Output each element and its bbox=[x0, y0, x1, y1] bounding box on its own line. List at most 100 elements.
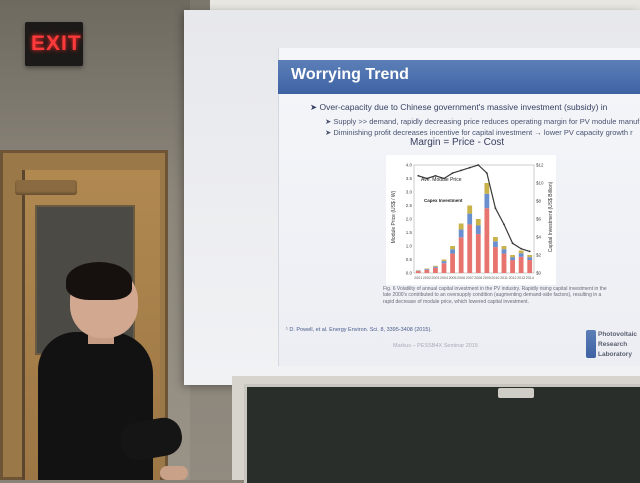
x-tick-label: 2012 bbox=[509, 276, 517, 280]
investment-bar-segment bbox=[476, 225, 481, 234]
y-right-tick-label: $2 bbox=[536, 253, 542, 258]
x-tick-label: 2005 bbox=[449, 276, 457, 280]
investment-bar bbox=[442, 263, 447, 273]
price-point bbox=[503, 224, 505, 226]
y-left-tick-label: 4.0 bbox=[406, 163, 413, 168]
y-right-tick-label: $10 bbox=[536, 181, 544, 186]
y-right-tick-label: $8 bbox=[536, 199, 542, 204]
right-axis-label: Capital Investment (US$ Billion) bbox=[548, 181, 554, 252]
y-left-tick-label: 0.5 bbox=[406, 257, 413, 262]
investment-bar bbox=[519, 257, 524, 273]
presenter-hair bbox=[66, 262, 132, 300]
investment-bar bbox=[476, 234, 481, 273]
margin-equation: Margin = Price - Cost bbox=[410, 137, 504, 148]
investment-bar bbox=[433, 268, 438, 273]
x-tick-label: 2002 bbox=[423, 276, 431, 280]
investment-bar-segment bbox=[493, 241, 498, 247]
legend-title: Capex Investment bbox=[424, 198, 463, 203]
investment-bar-segment bbox=[450, 246, 455, 249]
investment-bar bbox=[510, 260, 515, 273]
investment-bar bbox=[450, 254, 455, 273]
y-left-tick-label: 2.5 bbox=[406, 203, 413, 208]
investment-bar bbox=[416, 271, 421, 273]
price-point bbox=[417, 175, 419, 177]
x-tick-label: 2013 bbox=[517, 276, 525, 280]
investment-bar bbox=[459, 237, 464, 273]
slide-title: Worrying Trend bbox=[291, 66, 409, 84]
investment-bar-segment bbox=[467, 214, 472, 225]
price-point bbox=[529, 251, 531, 253]
y-right-tick-label: $12 bbox=[536, 163, 544, 168]
price-point bbox=[469, 167, 471, 169]
investment-bar bbox=[424, 270, 429, 273]
lab-name-line: Photovoltaic bbox=[598, 330, 637, 340]
lab-name-line: Laboratory bbox=[598, 350, 637, 360]
x-tick-label: 2006 bbox=[457, 276, 465, 280]
exit-sign-label: EXIT bbox=[31, 31, 79, 57]
x-tick-label: 2014 bbox=[526, 276, 534, 280]
y-left-tick-label: 1.0 bbox=[406, 244, 413, 249]
x-tick-label: 2004 bbox=[440, 276, 448, 280]
investment-bar-segment bbox=[433, 267, 438, 268]
investment-bar-segment bbox=[442, 260, 447, 262]
investment-bar-segment bbox=[476, 219, 481, 225]
price-line-label: Ave. Module Price bbox=[421, 177, 462, 183]
figure-caption: Fig. 6 Volatility of annual capital inve… bbox=[383, 286, 613, 305]
y-left-tick-label: 2.0 bbox=[406, 217, 413, 222]
slide-reference: ¹ D. Powell, et al. Energy Environ. Sci.… bbox=[286, 327, 486, 333]
price-point bbox=[477, 164, 479, 166]
investment-bar-segment bbox=[442, 261, 447, 263]
investment-bar-segment bbox=[510, 255, 515, 257]
left-axis-label: Module Price (US$ / W) bbox=[391, 190, 397, 243]
investment-bar-segment bbox=[502, 249, 507, 253]
y-right-tick-label: $6 bbox=[536, 217, 542, 222]
chalkboard-clip bbox=[498, 388, 534, 398]
investment-bar-segment bbox=[484, 183, 489, 194]
x-tick-label: 2001 bbox=[414, 276, 422, 280]
x-tick-label: 2007 bbox=[466, 276, 474, 280]
investment-bar-segment bbox=[459, 224, 464, 230]
price-point bbox=[486, 172, 488, 174]
investment-bar-segment bbox=[424, 269, 429, 270]
investment-bar-segment bbox=[433, 266, 438, 267]
x-tick-label: 2011 bbox=[500, 276, 508, 280]
presenter-hand bbox=[160, 466, 188, 480]
price-point bbox=[452, 172, 454, 174]
slide-bullet-sub: ➤ Diminishing profit decreases incentive… bbox=[325, 128, 640, 137]
y-left-tick-label: 3.0 bbox=[406, 190, 413, 195]
investment-bar-segment bbox=[493, 237, 498, 241]
lab-name-line: Research bbox=[598, 340, 637, 350]
slide-chart: 4.03.53.02.52.01.51.00.50.0$12$10$8$6$4$… bbox=[386, 155, 556, 285]
price-point bbox=[520, 248, 522, 250]
y-left-tick-label: 3.5 bbox=[406, 176, 413, 181]
y-left-tick-label: 1.5 bbox=[406, 230, 413, 235]
slide-bullet-sub: ➤ Supply >> demand, rapidly decreasing p… bbox=[325, 117, 640, 126]
x-tick-label: 2009 bbox=[483, 276, 491, 280]
price-point bbox=[495, 207, 497, 209]
investment-bar-segment bbox=[467, 206, 472, 214]
investment-bar-segment bbox=[502, 246, 507, 249]
y-right-tick-label: $0 bbox=[536, 271, 542, 276]
door-closer bbox=[15, 180, 77, 195]
investment-bar-segment bbox=[450, 249, 455, 253]
investment-bar-segment bbox=[519, 253, 524, 257]
slide-bullet-main: ➤ Over-capacity due to Chinese governmen… bbox=[310, 102, 640, 113]
y-left-tick-label: 0.0 bbox=[406, 271, 413, 276]
lab-logo bbox=[586, 330, 596, 358]
x-tick-label: 2008 bbox=[474, 276, 482, 280]
investment-bar-segment bbox=[459, 229, 464, 237]
investment-bar-segment bbox=[527, 257, 532, 260]
investment-bar-segment bbox=[527, 255, 532, 257]
investment-bar bbox=[502, 254, 507, 273]
investment-bar bbox=[493, 247, 498, 273]
slide-footer: Markus – PESSB4X Seminar 2015 bbox=[393, 343, 478, 349]
investment-bar-segment bbox=[424, 269, 429, 270]
price-point bbox=[512, 242, 514, 244]
investment-bar-segment bbox=[510, 257, 515, 260]
investment-bar-segment bbox=[519, 251, 524, 254]
chalkboard bbox=[244, 384, 640, 483]
investment-bar-segment bbox=[484, 194, 489, 208]
investment-bar bbox=[527, 260, 532, 273]
x-tick-label: 2010 bbox=[491, 276, 499, 280]
x-tick-label: 2003 bbox=[431, 276, 439, 280]
